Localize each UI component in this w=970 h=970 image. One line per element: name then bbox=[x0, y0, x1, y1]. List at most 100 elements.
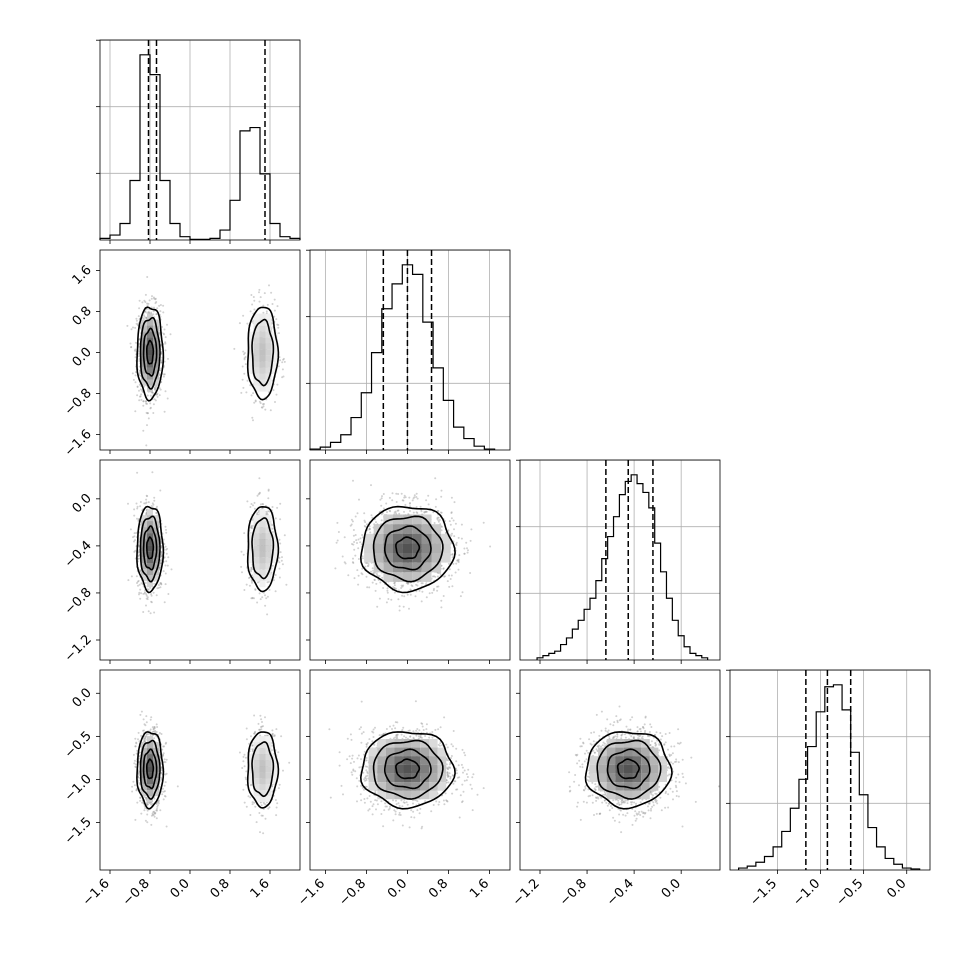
sample-point bbox=[146, 803, 149, 806]
density-cell bbox=[147, 551, 153, 558]
sample-point bbox=[139, 388, 142, 391]
sample-point bbox=[138, 360, 141, 362]
sample-point bbox=[151, 726, 154, 729]
histogram-steps-2 bbox=[309, 264, 496, 450]
density-cell bbox=[271, 355, 278, 362]
sample-point bbox=[252, 504, 254, 507]
sample-point bbox=[152, 412, 155, 414]
sample-point bbox=[137, 352, 140, 355]
sample-point bbox=[279, 551, 282, 554]
sample-point bbox=[249, 506, 252, 508]
density-cell bbox=[259, 509, 266, 516]
density-cell bbox=[271, 331, 278, 338]
density-cell bbox=[265, 355, 272, 362]
sample-point bbox=[244, 756, 247, 759]
sample-point bbox=[275, 814, 278, 817]
sample-point bbox=[137, 579, 140, 582]
sample-point bbox=[266, 303, 269, 306]
sample-point bbox=[271, 524, 274, 527]
sample-point bbox=[148, 802, 151, 805]
density-cell bbox=[259, 343, 266, 350]
sample-point bbox=[139, 713, 142, 716]
sample-point bbox=[147, 302, 150, 305]
sample-point bbox=[165, 741, 168, 744]
sample-point bbox=[258, 592, 261, 595]
sample-point bbox=[147, 501, 150, 504]
sample-point bbox=[243, 765, 246, 768]
density-cell bbox=[259, 581, 266, 588]
sample-point bbox=[162, 745, 165, 748]
sample-point bbox=[134, 341, 137, 344]
sample-point bbox=[137, 355, 140, 358]
sample-point bbox=[262, 311, 265, 314]
sample-point bbox=[133, 784, 136, 787]
density-cell bbox=[141, 575, 147, 582]
density-cell bbox=[147, 313, 153, 320]
sample-point bbox=[142, 718, 145, 721]
sample-point bbox=[249, 814, 252, 816]
sample-point bbox=[153, 810, 156, 813]
sample-point bbox=[248, 742, 251, 745]
sample-point bbox=[130, 575, 133, 578]
sample-point bbox=[135, 502, 138, 505]
sample-point bbox=[271, 303, 274, 305]
density-cell bbox=[265, 515, 272, 522]
contour-level-4 bbox=[146, 536, 155, 560]
sample-point bbox=[268, 588, 271, 591]
sample-point bbox=[140, 812, 143, 815]
sample-point bbox=[151, 471, 154, 474]
density-cell bbox=[147, 581, 153, 588]
density-cell bbox=[271, 337, 278, 344]
density-cell bbox=[253, 557, 260, 564]
sample-point bbox=[151, 813, 154, 816]
sample-point bbox=[278, 556, 281, 559]
sample-point bbox=[250, 294, 253, 296]
density-cell bbox=[147, 373, 153, 380]
sample-point bbox=[153, 726, 156, 728]
sample-point bbox=[167, 593, 170, 595]
sample-point bbox=[259, 503, 262, 506]
sample-point bbox=[135, 741, 138, 744]
sample-point bbox=[258, 492, 261, 495]
sample-point bbox=[143, 502, 146, 505]
density-cell bbox=[253, 539, 260, 546]
sample-point bbox=[138, 307, 141, 310]
density-cell bbox=[265, 343, 272, 350]
sample-point bbox=[136, 385, 139, 388]
sample-point bbox=[158, 387, 161, 390]
sample-point bbox=[262, 405, 265, 408]
sample-point bbox=[154, 388, 156, 391]
sample-point bbox=[142, 314, 145, 317]
density-cell bbox=[259, 533, 266, 540]
sample-point bbox=[156, 307, 159, 310]
sample-point bbox=[163, 556, 166, 559]
sample-point bbox=[150, 823, 153, 826]
histogram-steps-3 bbox=[536, 474, 709, 660]
sample-point bbox=[250, 567, 253, 569]
sample-point bbox=[151, 802, 154, 805]
sample-point bbox=[136, 505, 139, 508]
sample-point bbox=[241, 767, 244, 769]
sample-point bbox=[143, 738, 146, 741]
sample-point bbox=[159, 809, 162, 812]
contour-level-1 bbox=[136, 306, 165, 402]
density-cell bbox=[253, 337, 260, 344]
sample-point bbox=[136, 517, 138, 520]
density-panel-1-4 bbox=[99, 669, 301, 871]
density-cell bbox=[147, 533, 153, 540]
sample-point bbox=[137, 518, 140, 520]
sample-point bbox=[139, 395, 142, 398]
sample-point bbox=[268, 806, 271, 809]
sample-point bbox=[148, 311, 151, 314]
sample-point bbox=[135, 789, 138, 791]
sample-point bbox=[131, 372, 134, 375]
sample-point bbox=[150, 594, 153, 597]
sample-point bbox=[145, 316, 147, 319]
density-cell bbox=[147, 319, 153, 326]
sample-point bbox=[138, 593, 140, 596]
sample-point bbox=[259, 296, 262, 299]
sample-point bbox=[162, 332, 165, 335]
sample-point bbox=[154, 302, 157, 305]
sample-point bbox=[243, 801, 246, 804]
sample-point bbox=[165, 552, 168, 555]
